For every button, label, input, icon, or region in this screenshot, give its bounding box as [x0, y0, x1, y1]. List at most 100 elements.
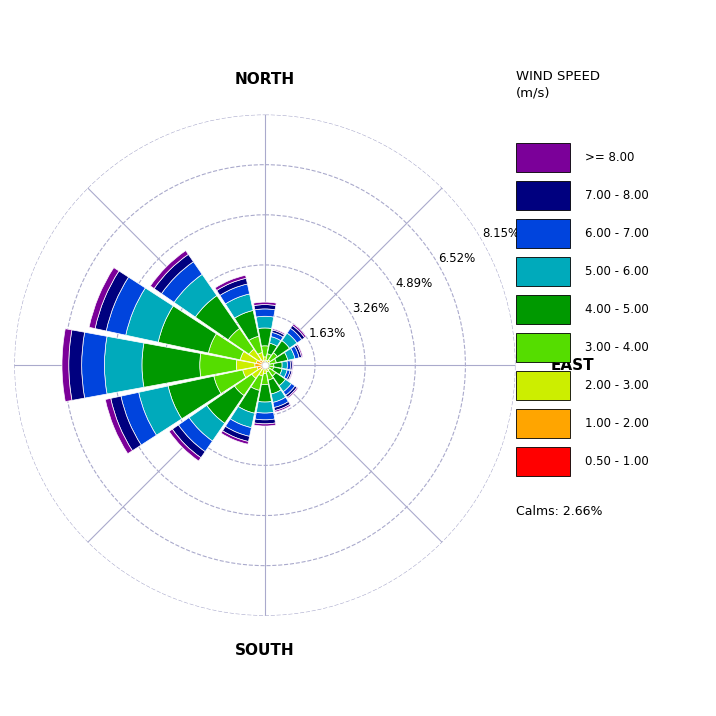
Bar [228, 329, 254, 354]
Bar [256, 360, 263, 364]
Bar [243, 367, 258, 377]
Bar [284, 384, 295, 395]
Bar [266, 360, 270, 364]
Bar [265, 365, 266, 367]
Bar [264, 366, 266, 368]
Bar [238, 387, 259, 413]
Bar [516, 333, 570, 362]
Bar [249, 337, 262, 354]
Bar [284, 349, 295, 360]
Bar [272, 330, 284, 337]
Bar [221, 431, 248, 444]
Bar [158, 306, 216, 353]
Bar [231, 407, 255, 427]
Bar [259, 368, 264, 376]
Bar [294, 345, 301, 358]
Bar [266, 354, 271, 361]
Bar [251, 374, 263, 390]
Bar [257, 366, 263, 369]
Bar [266, 364, 268, 366]
Text: NORTH: NORTH [235, 72, 295, 87]
Bar [516, 447, 570, 475]
Bar [262, 364, 265, 366]
Bar [516, 143, 570, 172]
Bar [282, 361, 287, 369]
Bar [215, 275, 246, 291]
Bar [287, 387, 298, 398]
Bar [516, 219, 570, 248]
Bar [265, 366, 266, 367]
Bar [174, 274, 217, 317]
Bar [173, 425, 205, 458]
Bar [265, 360, 268, 364]
Bar [274, 362, 282, 368]
Bar [274, 341, 289, 357]
Bar [254, 304, 276, 310]
Bar [154, 254, 193, 294]
Text: 5.00 - 6.00: 5.00 - 6.00 [585, 265, 649, 278]
Bar [254, 419, 276, 424]
Bar [259, 359, 264, 364]
Bar [263, 364, 265, 365]
Bar [268, 366, 274, 370]
Bar [266, 365, 268, 367]
Bar [268, 353, 277, 362]
Bar [69, 330, 84, 400]
Bar [275, 352, 288, 363]
Bar [169, 429, 201, 461]
Bar [200, 354, 237, 377]
Bar [256, 316, 274, 329]
Bar [223, 427, 250, 442]
Bar [272, 372, 286, 386]
Bar [287, 361, 291, 369]
Bar [268, 364, 274, 367]
Bar [263, 368, 266, 374]
Bar [275, 404, 291, 412]
Bar [162, 262, 202, 302]
Bar [273, 397, 289, 407]
Bar [241, 352, 258, 363]
Bar [195, 296, 240, 340]
Bar [264, 362, 266, 364]
Bar [89, 268, 119, 329]
Bar [269, 359, 276, 364]
Bar [142, 343, 200, 387]
Bar [516, 257, 570, 286]
Text: >= 8.00: >= 8.00 [585, 151, 634, 164]
Bar [271, 332, 283, 341]
Bar [139, 386, 182, 435]
Bar [296, 344, 303, 357]
Bar [280, 369, 287, 377]
Bar [263, 365, 265, 367]
Bar [62, 329, 72, 402]
Bar [282, 333, 297, 348]
Bar [263, 365, 265, 367]
Text: 3.00 - 4.00: 3.00 - 4.00 [585, 341, 649, 354]
Bar [266, 367, 270, 370]
Bar [258, 328, 271, 346]
Bar [255, 309, 275, 317]
Bar [270, 337, 281, 347]
Bar [121, 392, 156, 445]
Text: EAST: EAST [551, 358, 594, 372]
Bar [267, 343, 277, 355]
Bar [273, 329, 285, 335]
Bar [292, 360, 294, 370]
Bar [265, 364, 266, 365]
Bar [261, 373, 268, 384]
Bar [258, 384, 271, 402]
Bar [272, 367, 282, 374]
Bar [265, 364, 266, 365]
Bar [208, 334, 243, 360]
Bar [263, 357, 266, 362]
Bar [263, 366, 265, 369]
Bar [292, 324, 306, 338]
Bar [266, 367, 268, 372]
Bar [286, 386, 297, 397]
Bar [249, 349, 261, 362]
Bar [271, 390, 286, 402]
Text: 7.00 - 8.00: 7.00 - 8.00 [585, 189, 649, 202]
Bar [263, 361, 265, 364]
Bar [516, 181, 570, 210]
Bar [253, 302, 276, 306]
